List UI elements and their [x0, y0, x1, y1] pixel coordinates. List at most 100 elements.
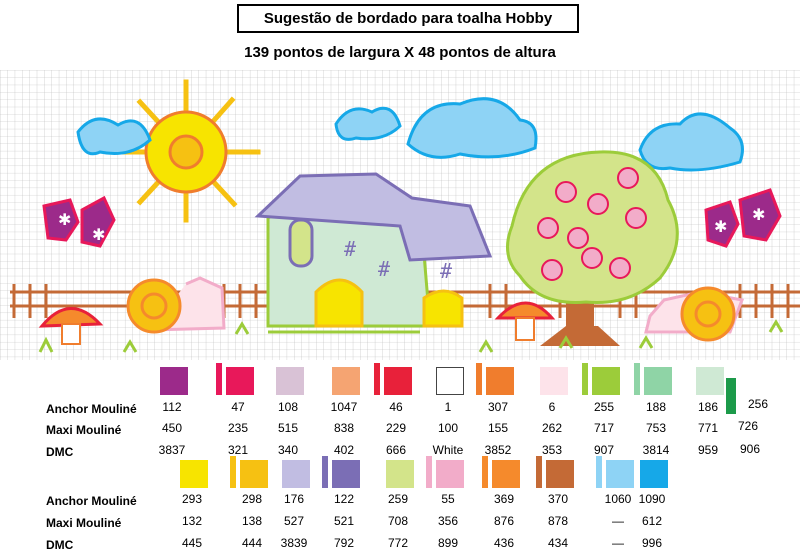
butterfly-icon: ✱ ✱ — [704, 188, 782, 248]
code-anchor: 186 — [697, 400, 719, 414]
color-swatch — [386, 460, 414, 488]
grass — [38, 319, 784, 353]
code-dmc: 434 — [547, 536, 569, 550]
snail-icon — [644, 286, 745, 342]
code-anchor: 176 — [283, 492, 305, 506]
color-swatch — [644, 367, 672, 395]
code-dmc: 3837 — [158, 443, 186, 457]
code-maxi: 717 — [593, 421, 615, 435]
code-dmc: 353 — [541, 443, 563, 457]
code-maxi: 262 — [541, 421, 563, 435]
sun-icon — [115, 79, 261, 223]
label-maxi: Maxi Mouliné — [46, 516, 122, 530]
code-maxi: 356 — [437, 514, 459, 528]
code-anchor: 256 — [747, 397, 769, 411]
code-maxi: 521 — [333, 514, 355, 528]
color-swatch — [492, 460, 520, 488]
code-maxi: 155 — [487, 421, 509, 435]
code-anchor: 1047 — [330, 400, 358, 414]
code-dmc: 3839 — [280, 536, 308, 550]
code-maxi: 838 — [333, 421, 355, 435]
code-maxi: 527 — [283, 514, 305, 528]
color-swatch-bar — [426, 456, 432, 488]
code-anchor: 259 — [387, 492, 409, 506]
color-swatch-bar — [582, 363, 588, 395]
code-anchor: 1 — [444, 400, 452, 414]
color-swatch — [332, 460, 360, 488]
color-swatch — [282, 460, 310, 488]
code-dmc: 899 — [437, 536, 459, 550]
code-maxi: 878 — [547, 514, 569, 528]
color-swatch-bar — [322, 456, 328, 488]
mushroom-icon — [494, 301, 556, 341]
color-swatch — [436, 460, 464, 488]
color-swatch — [276, 367, 304, 395]
label-dmc: DMC — [46, 538, 74, 552]
color-swatch — [384, 367, 412, 395]
code-anchor: 46 — [389, 400, 403, 414]
label-maxi: Maxi Mouliné — [46, 423, 122, 437]
code-dmc: — — [612, 536, 624, 550]
snail-icon — [126, 276, 226, 334]
code-anchor: 369 — [493, 492, 515, 506]
color-swatch-bar — [634, 363, 640, 395]
code-maxi: 771 — [697, 421, 719, 435]
svg-text:#: # — [378, 257, 390, 281]
code-maxi: — — [612, 514, 624, 528]
code-dmc: 959 — [697, 443, 719, 457]
color-swatch — [696, 367, 724, 395]
code-anchor: 6 — [548, 400, 556, 414]
color-swatch — [160, 367, 188, 395]
code-anchor: 1090 — [638, 492, 666, 506]
code-anchor: 108 — [277, 400, 299, 414]
color-swatch-bar — [230, 456, 236, 488]
svg-text:#: # — [440, 259, 452, 283]
code-maxi: 612 — [641, 514, 663, 528]
color-swatch — [436, 367, 464, 395]
svg-text:✱: ✱ — [714, 217, 727, 236]
label-anchor: Anchor Mouliné — [46, 494, 137, 508]
color-swatch-bar — [482, 456, 488, 488]
code-anchor: 112 — [162, 400, 182, 414]
code-dmc: 402 — [333, 443, 355, 457]
code-anchor: 122 — [333, 492, 355, 506]
color-swatch — [180, 460, 208, 488]
code-maxi: 138 — [241, 514, 263, 528]
code-dmc: 3814 — [642, 443, 670, 457]
code-anchor: 255 — [593, 400, 615, 414]
color-swatch-bar — [476, 363, 482, 395]
code-dmc: 907 — [593, 443, 615, 457]
code-dmc: 792 — [333, 536, 355, 550]
code-anchor: 188 — [645, 400, 667, 414]
color-swatch — [332, 367, 360, 395]
code-dmc: 996 — [641, 536, 663, 550]
color-swatch — [640, 460, 668, 488]
code-maxi: 450 — [161, 421, 183, 435]
color-swatch — [486, 367, 514, 395]
code-maxi: 132 — [181, 514, 203, 528]
code-anchor: 47 — [231, 400, 245, 414]
color-swatch — [226, 367, 254, 395]
code-maxi: 753 — [645, 421, 667, 435]
code-maxi: 235 — [227, 421, 249, 435]
color-swatch-bar — [216, 363, 222, 395]
svg-text:✱: ✱ — [92, 225, 105, 244]
embroidery-pattern: ✱ ✱ ✱ ✱ # # # — [0, 70, 800, 360]
code-anchor: 293 — [181, 492, 203, 506]
page-subtitle: 139 pontos de largura X 48 pontos de alt… — [244, 44, 556, 61]
code-dmc: 436 — [493, 536, 515, 550]
mushroom-icon — [38, 307, 104, 345]
color-swatch — [540, 367, 568, 395]
code-dmc: 666 — [385, 443, 407, 457]
color-swatch — [606, 460, 634, 488]
svg-text:✱: ✱ — [752, 205, 765, 224]
code-dmc: 445 — [181, 536, 203, 550]
color-swatch — [240, 460, 268, 488]
code-anchor: 298 — [241, 492, 263, 506]
code-dmc: 3852 — [484, 443, 512, 457]
svg-text:#: # — [344, 237, 356, 261]
code-dmc: 340 — [277, 443, 299, 457]
label-anchor: Anchor Mouliné — [46, 402, 137, 416]
butterfly-icon: ✱ ✱ — [42, 195, 116, 248]
house-icon: # # # — [254, 172, 493, 328]
